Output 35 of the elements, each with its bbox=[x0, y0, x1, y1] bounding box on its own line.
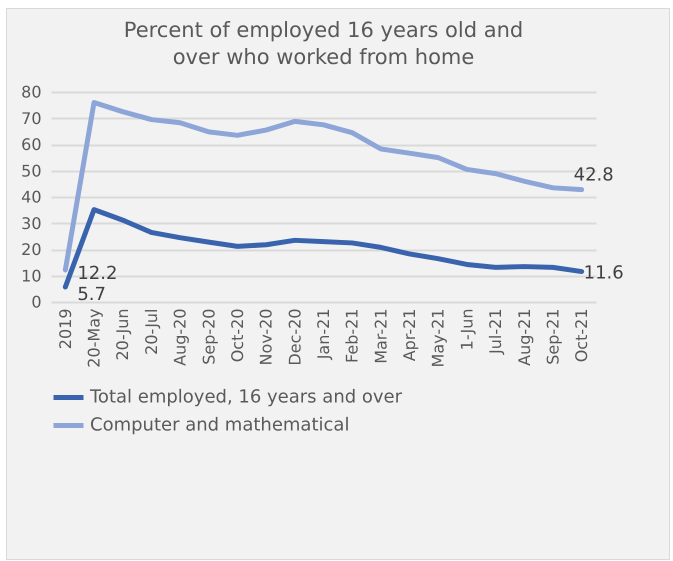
x-tick-label: Mar-21 bbox=[371, 308, 390, 364]
y-tick-label: 30 bbox=[21, 214, 42, 233]
x-tick-label: Apr-21 bbox=[400, 308, 420, 362]
x-tick-label: 1-Jun bbox=[457, 308, 476, 350]
x-tick-label: 20-May bbox=[84, 308, 104, 368]
x-tick-label: Dec-20 bbox=[285, 308, 304, 366]
data-label: 5.7 bbox=[77, 284, 106, 306]
x-tick-label: Jul-21 bbox=[486, 308, 506, 355]
x-tick-label: 2019 bbox=[56, 308, 75, 350]
legend-label: Total employed, 16 years and over bbox=[89, 386, 403, 408]
y-tick-label: 70 bbox=[21, 108, 42, 128]
x-tick-label: Feb-21 bbox=[342, 308, 362, 363]
x-tick-label: Aug-21 bbox=[514, 308, 534, 366]
y-tick-label: 50 bbox=[21, 161, 42, 180]
y-tick-label: 20 bbox=[21, 240, 42, 259]
x-tick-label: Oct-21 bbox=[572, 308, 592, 362]
y-tick-label: 0 bbox=[31, 292, 42, 312]
x-tick-label: Sep-21 bbox=[543, 308, 562, 365]
x-tick-label: 20-Jun bbox=[113, 308, 132, 361]
x-tick-label: Sep-20 bbox=[199, 308, 218, 365]
y-tick-label: 10 bbox=[21, 266, 42, 286]
legend-label: Computer and mathematical bbox=[90, 414, 350, 436]
data-label: 42.8 bbox=[574, 164, 614, 186]
x-tick-label: May-21 bbox=[428, 308, 448, 368]
x-tick-label: 20-Jul bbox=[142, 308, 161, 355]
y-tick-label: 40 bbox=[21, 188, 42, 206]
chart-title: Percent of employed 16 years old and over who worked from home bbox=[124, 18, 524, 69]
data-label: 11.6 bbox=[584, 262, 624, 284]
y-tick-label: 80 bbox=[21, 82, 42, 102]
x-tick-label: Nov-20 bbox=[256, 308, 276, 366]
x-tick-label: Oct-20 bbox=[228, 308, 247, 362]
x-tick-label: Jan-21 bbox=[314, 308, 333, 360]
y-tick-label: 60 bbox=[21, 135, 42, 154]
x-tick-label: Aug-20 bbox=[170, 308, 190, 366]
data-label: 12.2 bbox=[77, 262, 118, 284]
